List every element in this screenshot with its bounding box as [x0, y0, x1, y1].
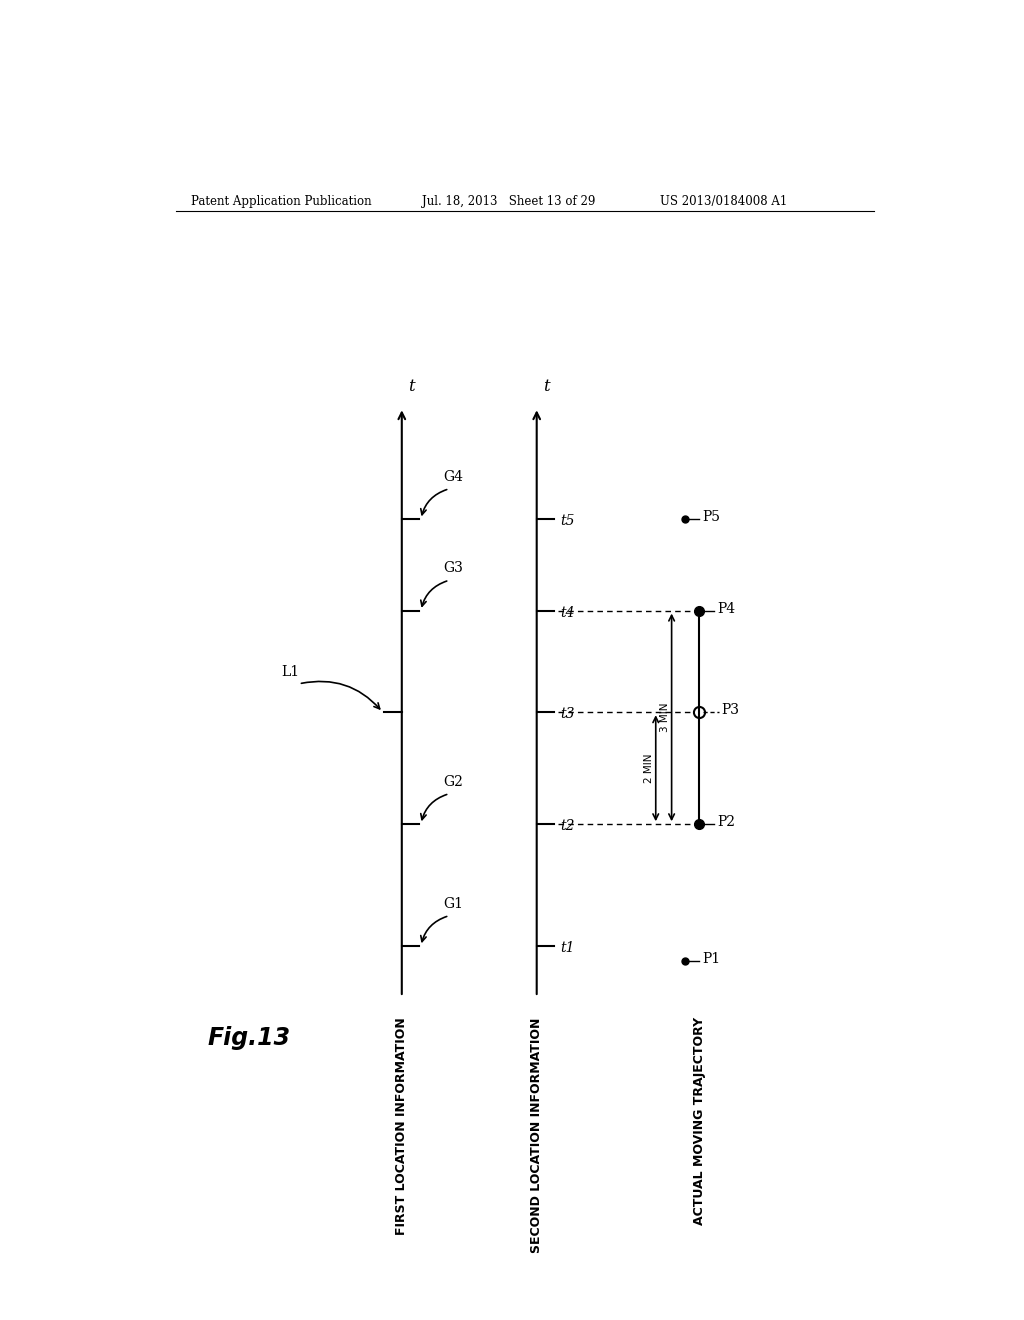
Text: ACTUAL MOVING TRAJECTORY: ACTUAL MOVING TRAJECTORY [693, 1018, 706, 1225]
Text: P5: P5 [702, 511, 721, 524]
Text: G1: G1 [443, 896, 464, 911]
Text: US 2013/0184008 A1: US 2013/0184008 A1 [659, 194, 787, 207]
Text: Fig.13: Fig.13 [207, 1026, 291, 1049]
Text: SECOND LOCATION INFORMATION: SECOND LOCATION INFORMATION [530, 1018, 543, 1253]
Text: FIRST LOCATION INFORMATION: FIRST LOCATION INFORMATION [395, 1018, 409, 1236]
Text: P3: P3 [722, 704, 739, 717]
Text: Jul. 18, 2013   Sheet 13 of 29: Jul. 18, 2013 Sheet 13 of 29 [422, 194, 595, 207]
Text: t5: t5 [560, 515, 575, 528]
Text: 3 MIN: 3 MIN [660, 702, 670, 733]
Text: t3: t3 [560, 708, 575, 721]
Text: G3: G3 [443, 561, 463, 576]
Text: P1: P1 [702, 952, 721, 966]
Text: 2 MIN: 2 MIN [644, 754, 654, 783]
Text: P2: P2 [717, 816, 735, 829]
Text: Patent Application Publication: Patent Application Publication [191, 194, 372, 207]
Text: t1: t1 [560, 941, 575, 956]
Text: t4: t4 [560, 606, 575, 619]
Text: G4: G4 [443, 470, 464, 483]
Text: t2: t2 [560, 820, 575, 833]
Text: t: t [409, 379, 415, 395]
Text: t: t [543, 379, 550, 395]
Text: P4: P4 [717, 602, 735, 615]
Text: L1: L1 [282, 665, 300, 678]
Text: G2: G2 [443, 775, 463, 788]
